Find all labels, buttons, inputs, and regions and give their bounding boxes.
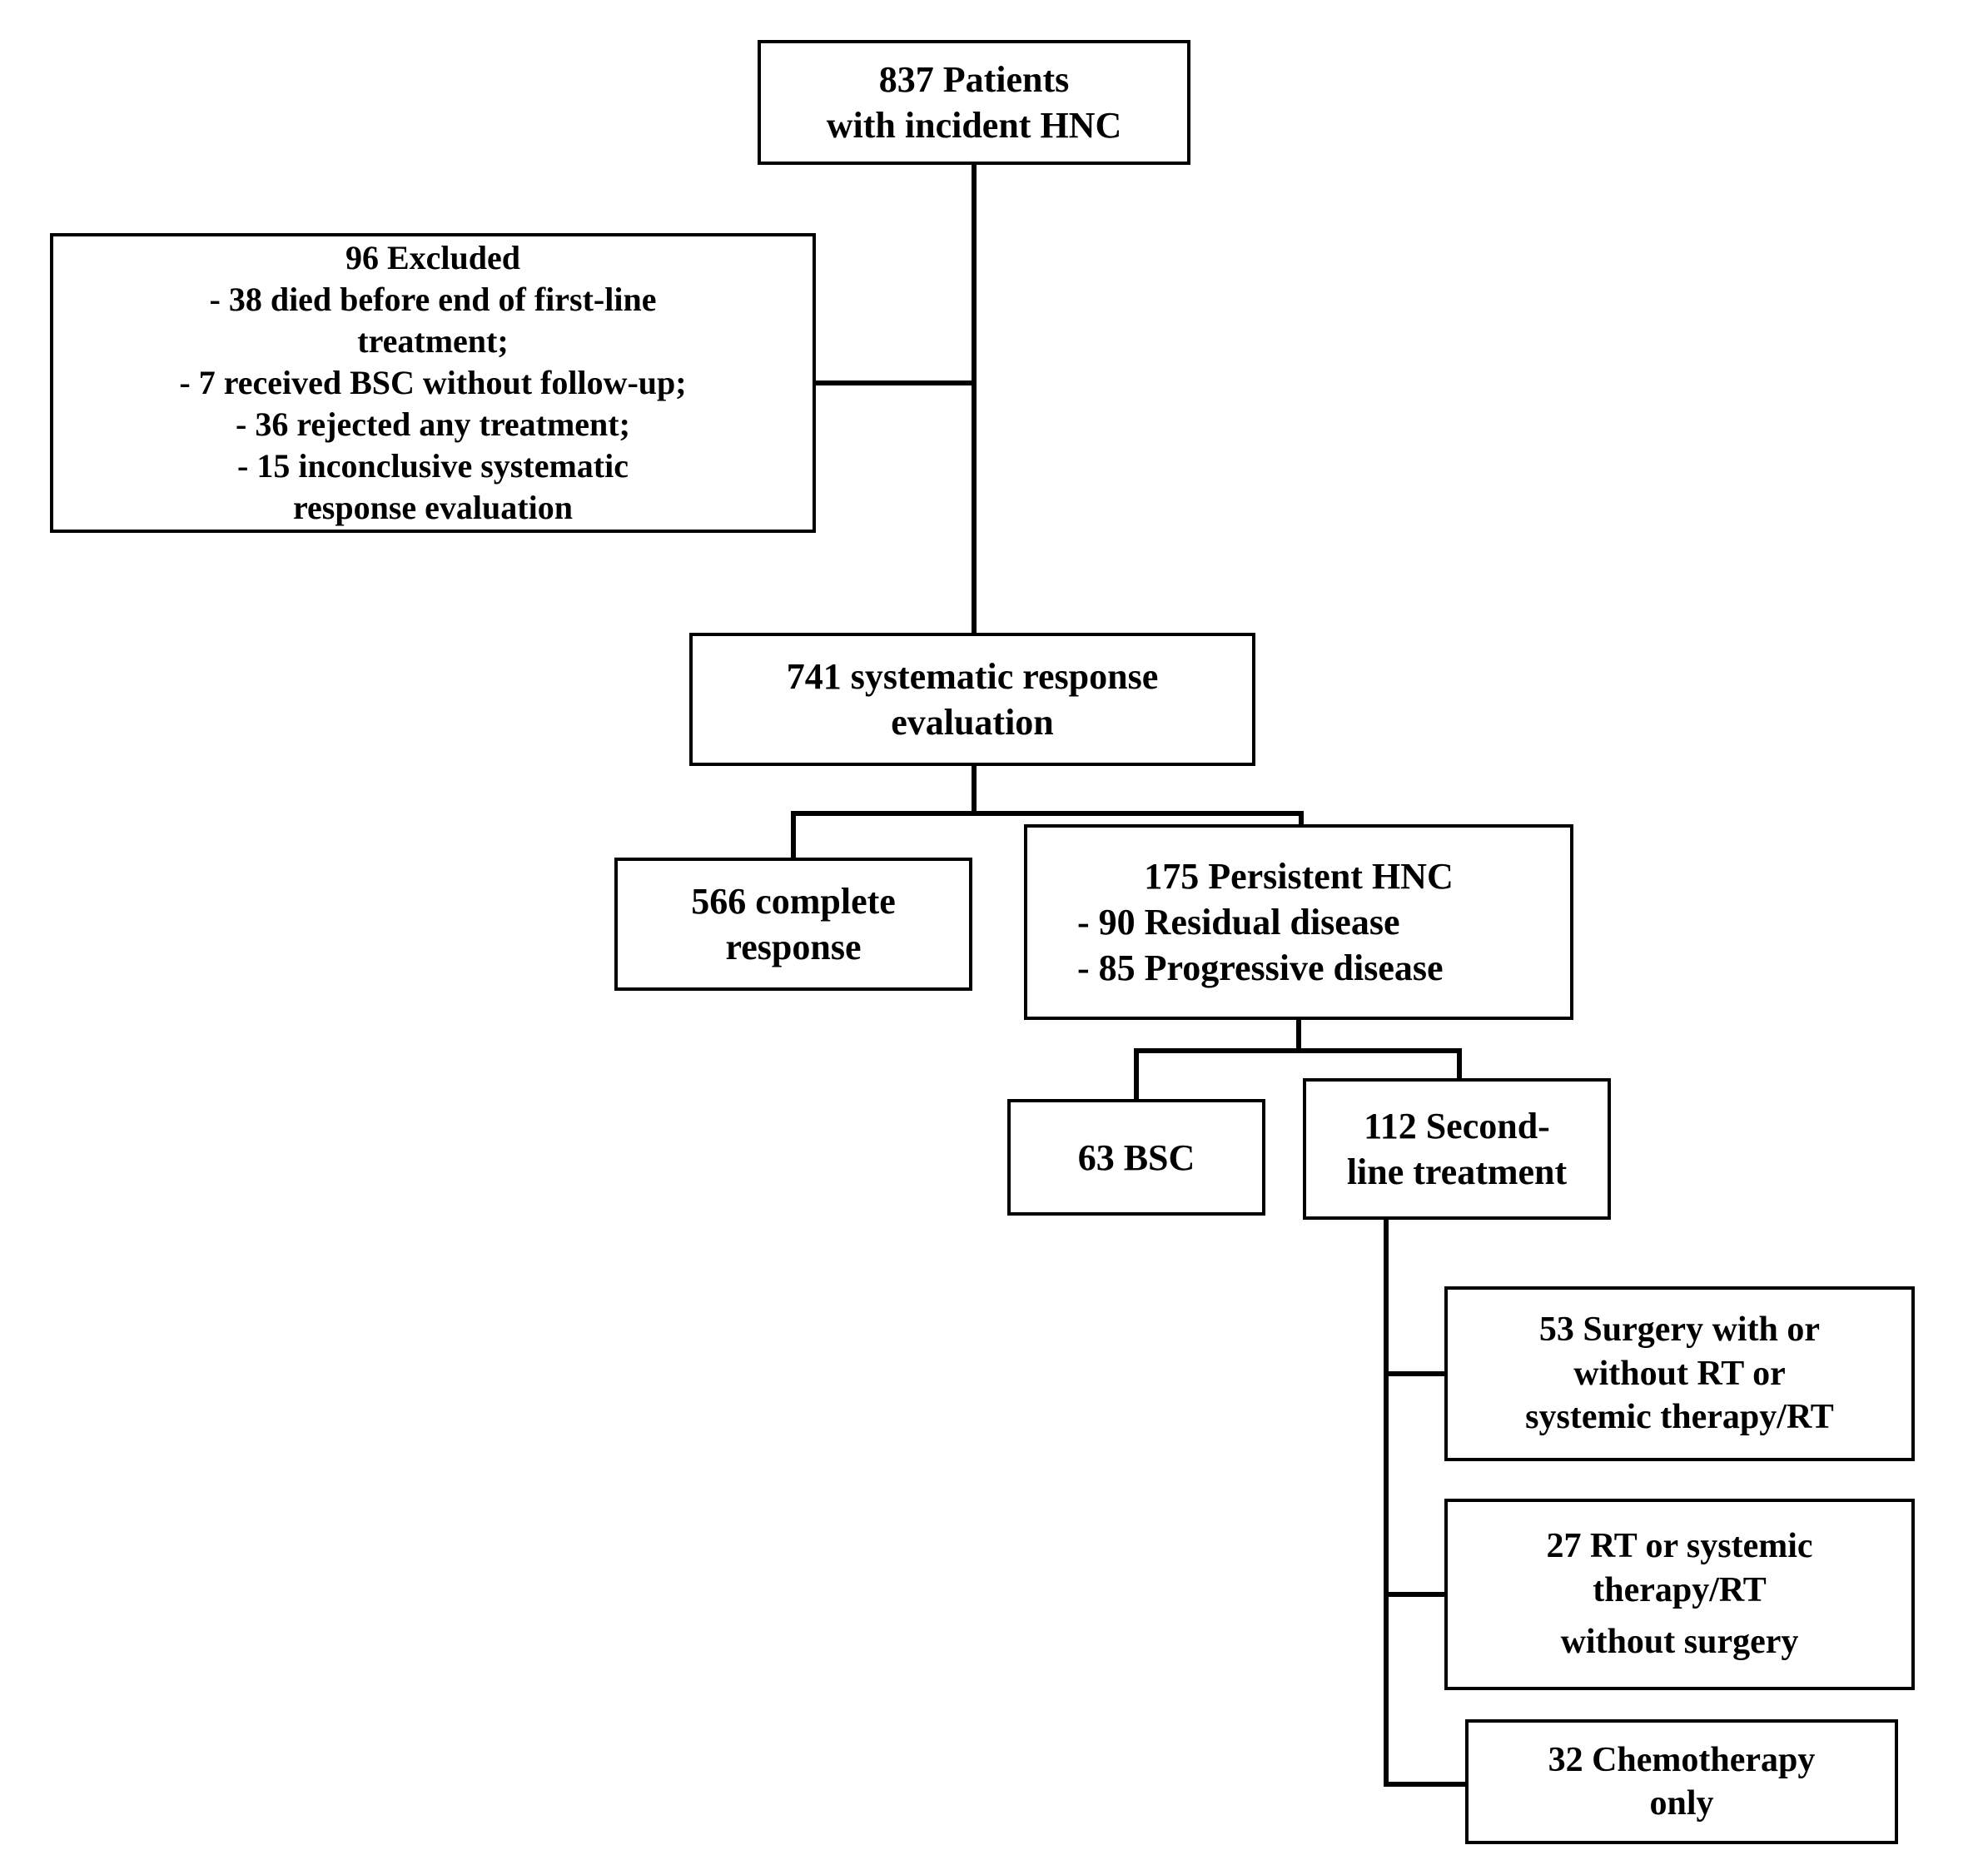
edge-split-n6: [1134, 1048, 1139, 1099]
node-text: 96 Excluded: [345, 237, 520, 279]
node-text: response evaluation: [293, 487, 573, 529]
edge-stem-n2: [816, 380, 977, 385]
node-complete-response: 566 complete response: [614, 858, 972, 991]
node-chemotherapy-only: 32 Chemotherapy only: [1465, 1719, 1898, 1844]
edge-n7-trunk: [1384, 1220, 1389, 1787]
node-excluded: 96 Excluded - 38 died before end of firs…: [50, 233, 816, 533]
node-text: - 85 Progressive disease: [1027, 945, 1444, 991]
edge-n3-split-bar: [791, 811, 1304, 816]
node-text: without RT or: [1573, 1352, 1785, 1396]
edge-trunk-n9: [1384, 1592, 1444, 1597]
node-text: with incident HNC: [827, 102, 1121, 148]
edge-trunk-n10: [1384, 1782, 1465, 1787]
node-text: without surgery: [1561, 1620, 1799, 1664]
edge-n1-n3: [972, 165, 977, 633]
node-surgery-with-rt: 53 Surgery with or without RT or systemi…: [1444, 1286, 1915, 1461]
node-text: 566 complete: [691, 878, 896, 924]
edge-n5-split-bar: [1134, 1048, 1462, 1053]
node-text: 837 Patients: [879, 57, 1070, 102]
node-text: 27 RT or systemic: [1546, 1524, 1812, 1569]
node-text: 741 systematic response: [787, 654, 1158, 699]
node-text: - 38 died before end of first-line: [210, 279, 657, 321]
node-text: only: [1649, 1782, 1713, 1826]
edge-n3-split-stub: [972, 766, 977, 816]
node-text: treatment;: [357, 321, 508, 362]
node-text: 53 Surgery with or: [1539, 1308, 1820, 1352]
node-text: - 90 Residual disease: [1027, 899, 1399, 945]
node-bsc: 63 BSC: [1007, 1099, 1265, 1216]
edge-trunk-n8: [1384, 1371, 1444, 1376]
node-second-line-treatment: 112 Second- line treatment: [1303, 1078, 1611, 1220]
flowchart-canvas: 837 Patients with incident HNC 96 Exclud…: [0, 0, 1988, 1855]
node-persistent-hnc: 175 Persistent HNC - 90 Residual disease…: [1024, 824, 1573, 1020]
node-text: - 7 received BSC without follow-up;: [179, 362, 686, 404]
node-patients-incident-hnc: 837 Patients with incident HNC: [758, 40, 1190, 165]
node-text: 175 Persistent HNC: [1027, 853, 1570, 899]
node-text: - 15 inconclusive systematic: [237, 445, 629, 487]
node-text: systemic therapy/RT: [1525, 1395, 1834, 1440]
node-text: 32 Chemotherapy: [1548, 1738, 1816, 1783]
node-text: line treatment: [1347, 1149, 1567, 1195]
node-text: evaluation: [891, 699, 1054, 745]
node-text: 112 Second-: [1364, 1103, 1550, 1149]
node-text: 63 BSC: [1078, 1135, 1195, 1181]
node-systematic-response-evaluation: 741 systematic response evaluation: [689, 633, 1255, 766]
edge-split-n5: [1299, 811, 1304, 824]
node-text: - 36 rejected any treatment;: [236, 404, 630, 445]
edge-split-n7: [1457, 1048, 1462, 1078]
edge-split-n4: [791, 811, 796, 858]
node-text: response: [726, 924, 862, 970]
node-text: therapy/RT: [1593, 1569, 1767, 1613]
node-rt-without-surgery: 27 RT or systemic therapy/RT without sur…: [1444, 1499, 1915, 1690]
